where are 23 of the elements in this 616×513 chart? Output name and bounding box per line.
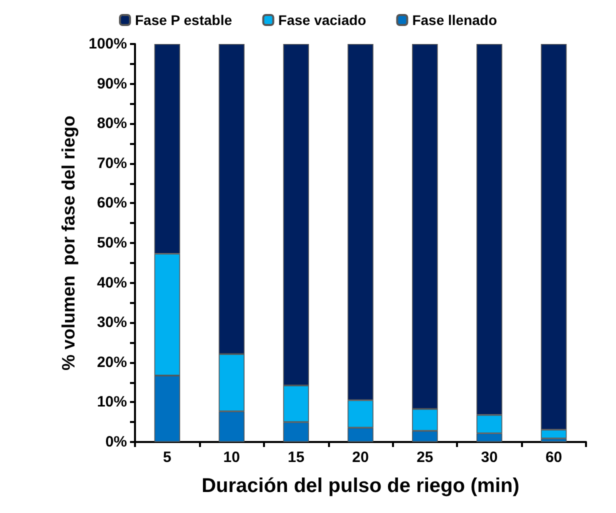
y-tick-label: 60% — [96, 194, 127, 212]
y-tick-label: 100% — [88, 36, 127, 52]
x-tick-label: 15 — [288, 449, 304, 466]
y-axis-title: % volumen por fase del riego — [58, 115, 79, 371]
x-tick-label: 30 — [481, 449, 498, 466]
y-tick-label: 20% — [96, 354, 127, 371]
x-tick-label: 5 — [163, 449, 172, 466]
y-tick-label: 70% — [96, 154, 127, 172]
y-tick-label: 40% — [96, 274, 127, 292]
x-tick-label: 20 — [352, 449, 369, 466]
legend-label: Fase vaciado — [278, 12, 366, 28]
legend-label: Fase P estable — [134, 12, 232, 28]
y-tick-label: 80% — [96, 115, 127, 132]
y-tick-label: 90% — [96, 75, 127, 92]
y-tick-label: 50% — [96, 234, 127, 252]
x-axis-title: Duración del pulso de riego (min) — [202, 475, 520, 497]
legend-label: Fase llenado — [412, 12, 498, 28]
y-tick-label: 10% — [96, 394, 127, 411]
x-tick-label: 10 — [223, 449, 240, 466]
x-tick-label: 60 — [545, 449, 562, 466]
y-tick-label: 30% — [96, 314, 127, 332]
y-tick-label: 0% — [105, 434, 127, 450]
x-tick-label: 25 — [416, 449, 434, 466]
